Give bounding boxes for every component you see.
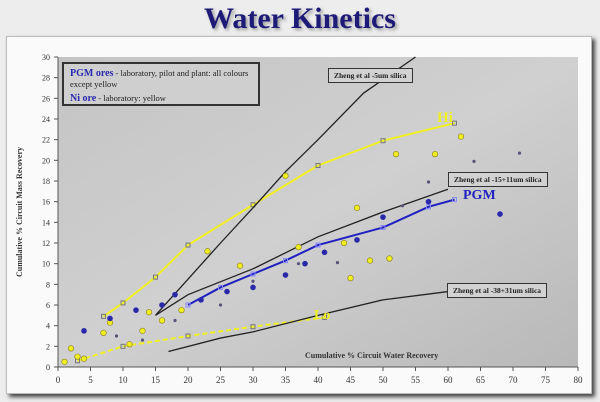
- svg-text:40: 40: [314, 375, 324, 385]
- svg-text:15: 15: [151, 375, 161, 385]
- svg-text:5: 5: [88, 375, 93, 385]
- annotation-zheng-5um: Zheng et al -5um silica: [328, 68, 413, 83]
- legend-ni-text: - laboratory: yellow: [96, 93, 166, 103]
- svg-text:2: 2: [46, 342, 50, 351]
- annotation-zheng-15-11um: Zheng et al -15+11um silica: [448, 172, 548, 187]
- svg-text:Cumulative % Circuit Mass Reco: Cumulative % Circuit Mass Recovery: [15, 147, 24, 277]
- axes: 0 5 10 15 20 25 30 35 40 45 50 55 60 65 70 75 8002468101…: [42, 53, 583, 385]
- svg-text:35: 35: [281, 375, 291, 385]
- svg-text:45: 45: [346, 375, 356, 385]
- svg-text:6: 6: [46, 301, 50, 310]
- svg-text:Cumulative % Circuit Water Rec: Cumulative % Circuit Water Recovery: [305, 351, 438, 360]
- svg-text:26: 26: [42, 94, 50, 103]
- svg-text:30: 30: [249, 375, 259, 385]
- svg-text:24: 24: [42, 115, 50, 124]
- legend-box: PGM ores - laboratory, pilot and plant: …: [62, 62, 260, 106]
- svg-text:16: 16: [42, 198, 50, 207]
- legend-pgm-heading: PGM ores: [70, 68, 114, 79]
- svg-text:65: 65: [476, 375, 486, 385]
- annotation-lo: Lo: [314, 308, 331, 323]
- legend-pgm-text: - laboratory, pilot and plant: all colou…: [70, 68, 249, 89]
- svg-text:0: 0: [56, 375, 61, 385]
- svg-text:55: 55: [411, 375, 421, 385]
- svg-text:20: 20: [42, 156, 50, 165]
- svg-text:10: 10: [42, 260, 50, 269]
- svg-text:28: 28: [42, 74, 50, 83]
- annotation-zheng-38-31um: Zheng et al -38+31um silica: [447, 283, 548, 298]
- svg-text:60: 60: [444, 375, 454, 385]
- svg-text:50: 50: [379, 375, 389, 385]
- svg-text:20: 20: [184, 375, 194, 385]
- scatter-points: [61, 133, 522, 365]
- svg-text:30: 30: [42, 53, 50, 62]
- curves: [75, 56, 457, 364]
- axis-labels: Cumulative % Circuit Water Recovery Cumul…: [15, 147, 438, 360]
- page-title: Water Kinetics: [204, 2, 396, 35]
- legend-ni-heading: Ni ore: [70, 93, 97, 104]
- svg-text:25: 25: [216, 375, 226, 385]
- annotation-pgm: PGM: [463, 188, 496, 203]
- svg-text:22: 22: [42, 136, 50, 145]
- svg-text:18: 18: [42, 177, 50, 186]
- svg-text:75: 75: [541, 375, 551, 385]
- svg-text:4: 4: [46, 322, 50, 331]
- annotation-hi: Hi: [437, 110, 453, 126]
- svg-text:80: 80: [574, 375, 584, 385]
- svg-text:8: 8: [46, 280, 50, 289]
- svg-text:0: 0: [46, 363, 50, 372]
- svg-text:10: 10: [119, 375, 129, 385]
- svg-text:12: 12: [42, 239, 50, 248]
- svg-text:70: 70: [509, 375, 519, 385]
- svg-text:14: 14: [42, 218, 50, 227]
